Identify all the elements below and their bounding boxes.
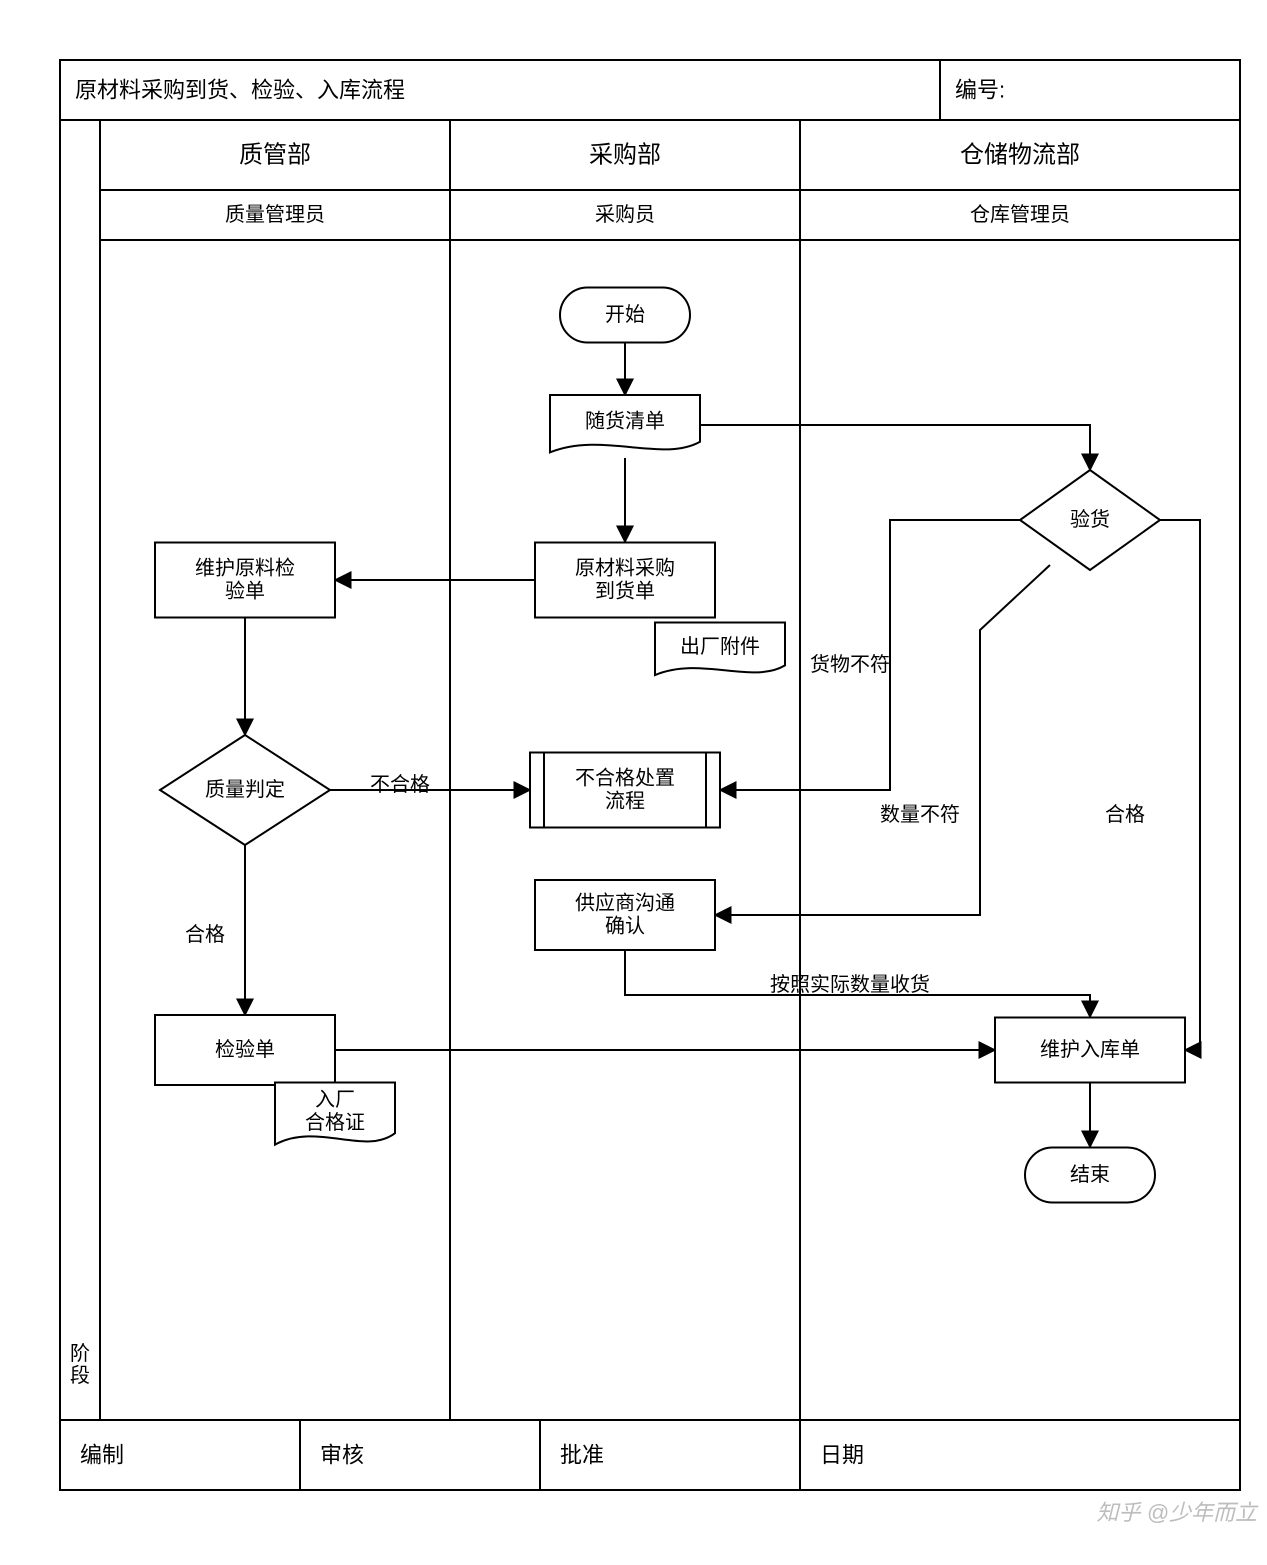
header-code-label: 编号:	[955, 78, 1005, 103]
edge-label-8: 货物不符	[810, 653, 890, 676]
edge-label-5: 不合格	[370, 773, 430, 796]
svg-text:质量判定: 质量判定	[205, 778, 285, 801]
svg-text:合格证: 合格证	[305, 1111, 365, 1134]
svg-text:维护原料检: 维护原料检	[195, 557, 295, 580]
edge-label-6: 合格	[185, 923, 225, 946]
role-1: 采购员	[595, 203, 655, 226]
svg-text:确认: 确认	[605, 915, 645, 938]
svg-text:随货清单: 随货清单	[585, 410, 665, 433]
svg-text:不合格处置: 不合格处置	[575, 767, 675, 790]
side-label: 阶段	[70, 1342, 90, 1387]
header-title: 原材料采购到货、检验、入库流程	[75, 78, 405, 103]
edge-label-11: 按照实际数量收货	[770, 973, 930, 996]
edge-label-10: 合格	[1105, 803, 1145, 826]
footer-3: 日期	[820, 1443, 864, 1468]
dept-2: 仓储物流部	[960, 142, 1080, 169]
dept-0: 质管部	[239, 142, 311, 169]
role-2: 仓库管理员	[970, 203, 1070, 226]
svg-text:入厂: 入厂	[315, 1089, 355, 1111]
dept-1: 采购部	[589, 142, 661, 169]
svg-text:检验单: 检验单	[215, 1038, 275, 1061]
svg-text:验单: 验单	[225, 580, 265, 603]
svg-text:验货: 验货	[1070, 508, 1110, 531]
role-0: 质量管理员	[225, 203, 325, 226]
svg-text:原材料采购: 原材料采购	[575, 557, 675, 580]
watermark: 知乎 @少年而立	[1097, 1500, 1259, 1525]
footer-0: 编制	[80, 1443, 124, 1468]
svg-text:供应商沟通: 供应商沟通	[575, 892, 675, 915]
edge-label-9: 数量不符	[880, 803, 960, 826]
footer-2: 批准	[560, 1443, 604, 1468]
svg-text:开始: 开始	[605, 303, 645, 326]
svg-text:维护入库单: 维护入库单	[1040, 1038, 1140, 1061]
svg-text:流程: 流程	[605, 790, 645, 813]
svg-text:出厂附件: 出厂附件	[680, 635, 760, 658]
svg-text:结束: 结束	[1070, 1163, 1110, 1186]
footer-1: 审核	[320, 1443, 364, 1468]
svg-text:到货单: 到货单	[595, 580, 655, 603]
flowchart-svg: 原材料采购到货、检验、入库流程 编号: 阶段 质管部质量管理员 采购部采购员 仓储物流部仓…	[20, 20, 1267, 1545]
